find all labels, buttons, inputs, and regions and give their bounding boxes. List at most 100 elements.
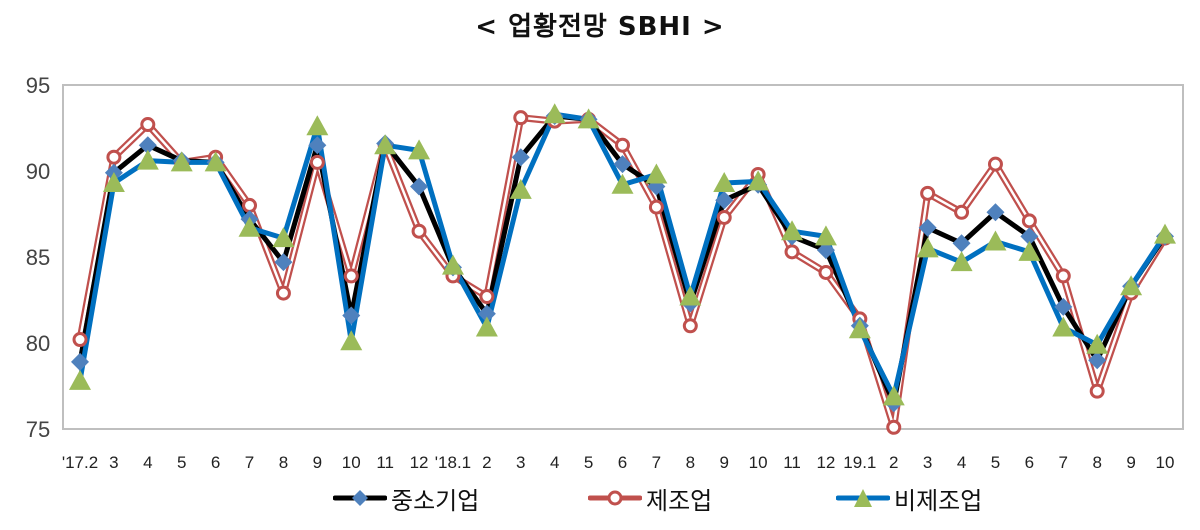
triangle-marker-icon: [984, 230, 1007, 251]
y-tick-label: 85: [26, 245, 50, 270]
circle-marker-icon: [72, 332, 88, 348]
triangle-marker-icon: [69, 369, 91, 390]
diamond-marker-icon: [477, 304, 496, 323]
legend-item-manufacturing: 제조업: [588, 478, 712, 518]
triangle-marker-icon: [611, 173, 634, 194]
x-tick-label: 6: [1025, 453, 1034, 472]
triangle-marker-icon: [1018, 240, 1041, 261]
x-tick-label: 4: [550, 453, 559, 472]
triangle-marker-icon: [306, 115, 329, 136]
series-layer: [69, 103, 1176, 435]
x-tick-label: 12: [816, 453, 835, 472]
diamond-marker-icon: [986, 203, 1005, 222]
triangle-marker-icon: [475, 316, 498, 337]
x-tick-label: 7: [1059, 453, 1068, 472]
circle-marker-icon: [920, 185, 936, 201]
legend-label: 비제조업: [894, 486, 983, 515]
circle-marker-icon: [1021, 213, 1037, 229]
x-tick-label: 3: [516, 453, 525, 472]
circle-marker-icon: [309, 154, 325, 170]
diamond-marker-icon: [1020, 227, 1039, 246]
legend-label: 제조업: [646, 486, 713, 515]
diamond-marker-icon: [952, 234, 971, 253]
x-tick-label: '18.1: [435, 453, 471, 472]
triangle-marker-icon: [408, 139, 431, 160]
y-tick-label: 90: [26, 159, 50, 184]
x-tick-label: 2: [482, 453, 491, 472]
circle-marker-icon: [682, 318, 698, 334]
circle-marker-icon: [242, 197, 258, 213]
x-tick-label: 7: [245, 453, 254, 472]
x-tick-label: 11: [376, 453, 394, 472]
legend-item-non-manufacturing: 비제조업: [836, 478, 982, 518]
x-tick-label: 5: [584, 453, 593, 472]
triangle-marker-icon: [238, 216, 261, 237]
circle-marker-icon: [987, 156, 1003, 172]
y-tick-label: 95: [26, 73, 50, 98]
x-tick-label: 12: [410, 453, 429, 472]
circle-marker-icon: [275, 285, 291, 301]
x-tick-label: '17.2: [62, 453, 98, 472]
triangle-marker-icon: [950, 251, 973, 272]
triangle-marker-icon: [1052, 316, 1075, 337]
y-axis: 75 80 85 90 95: [26, 73, 50, 442]
triangle-marker-icon: [102, 172, 125, 193]
triangle-marker-icon: [272, 227, 295, 248]
diamond-marker-icon: [342, 306, 361, 325]
circle-marker-icon: [1089, 383, 1105, 399]
x-tick-label: 10: [1156, 453, 1175, 472]
circle-marker-icon: [588, 490, 642, 506]
diamond-marker-icon: [71, 352, 89, 371]
diamond-marker-icon: [308, 136, 327, 155]
circle-marker-icon: [106, 149, 122, 165]
circle-marker-icon: [615, 137, 630, 153]
x-tick-label: 10: [749, 453, 768, 472]
legend-item-sme: 중소기업: [333, 478, 479, 518]
triangle-marker-icon: [543, 103, 566, 124]
x-tick-label: 5: [177, 453, 186, 472]
triangle-marker-icon: [136, 149, 159, 170]
legend: 중소기업 제조업 비제조업: [0, 478, 1200, 518]
x-tick-label: 11: [783, 453, 801, 472]
circle-marker-icon: [784, 244, 800, 260]
x-tick-label: 7: [652, 453, 661, 472]
triangle-marker-icon: [713, 172, 736, 193]
x-tick-label: 9: [719, 453, 728, 472]
circle-marker-icon: [716, 209, 732, 225]
x-axis: '17.2 3 4 5 6 7 8 9 10 11 12 '18.1 2 3 4 5 6 7 8 9 10 11 12 19.…: [62, 453, 1175, 472]
triangle-marker-icon: [814, 225, 837, 246]
triangle-marker-icon: [509, 178, 532, 199]
triangle-marker-icon: [1120, 275, 1143, 296]
diamond-marker-icon: [138, 136, 157, 155]
markers-triangle: [69, 103, 1176, 406]
triangle-marker-icon: [1154, 223, 1176, 244]
x-tick-label: 19.1: [843, 453, 876, 472]
circle-marker-icon: [954, 204, 970, 220]
triangle-marker-icon: [747, 170, 770, 191]
diamond-marker-icon: [613, 155, 632, 174]
plot-area: [62, 84, 1184, 430]
diamond-marker-icon: [816, 241, 835, 260]
x-tick-label: 9: [313, 453, 322, 472]
triangle-marker-icon: [204, 151, 227, 172]
x-tick-label: 6: [618, 453, 627, 472]
circle-marker-icon: [140, 117, 156, 133]
x-tick-label: 8: [1092, 453, 1101, 472]
diamond-marker-icon: [410, 177, 429, 196]
y-tick-label: 80: [26, 331, 50, 356]
x-tick-label: 4: [957, 453, 966, 472]
triangle-marker-icon: [882, 385, 905, 406]
triangle-marker-icon: [781, 220, 804, 241]
x-tick-label: 2: [889, 453, 898, 472]
x-tick-label: 3: [109, 453, 118, 472]
triangle-marker-icon: [374, 134, 397, 155]
circle-marker-icon: [648, 199, 664, 215]
triangle-marker-icon: [916, 237, 939, 258]
diamond-marker-icon: [918, 218, 937, 237]
chart-title: < 업황전망 SBHI >: [475, 12, 725, 42]
triangle-marker-icon: [170, 151, 193, 172]
triangle-marker-icon: [577, 108, 600, 129]
x-tick-label: 8: [686, 453, 695, 472]
x-tick-label: 4: [143, 453, 152, 472]
